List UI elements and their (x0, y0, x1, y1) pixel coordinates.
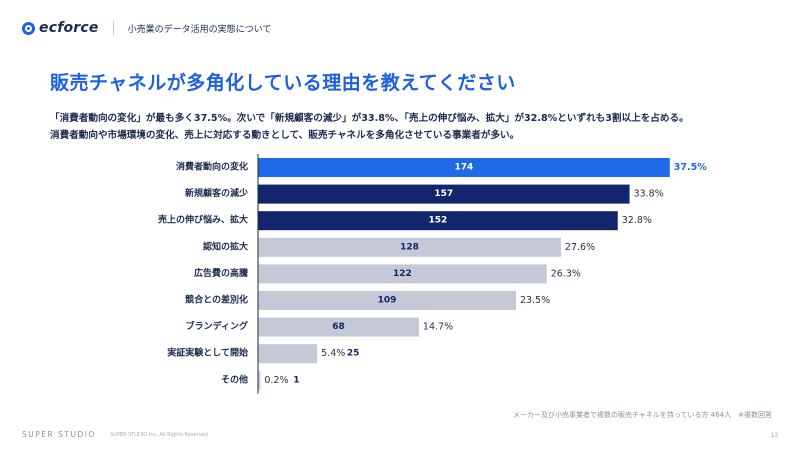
percent-label: 5.4% (321, 348, 345, 359)
bar (258, 264, 547, 284)
category-label: 売上の伸び悩み、拡大 (158, 214, 248, 226)
bar-chart: 消費者動向の変化 174 37.5% 新規顧客の減少 157 33.8% 売上の伸び悩み、拡… (158, 154, 707, 394)
category-label: ブランディング (186, 320, 248, 332)
category-label: 消費者動向の変化 (176, 161, 248, 173)
category-label: 新規顧客の減少 (185, 187, 248, 199)
count-label: 174 (455, 163, 474, 173)
footnote: メーカー及び小売事業者で複数の販売チャネルを持っている方 464人 ※複数回答 (512, 411, 772, 419)
summary-line-1: 「消費者動向の変化」が最も多く37.5%。次いで「新規顧客の減少」が33.8%、… (50, 113, 689, 124)
category-label: 実証実験として開始 (167, 347, 248, 359)
page-title: 販売チャネルが多角化している理由を教えてください (50, 72, 516, 94)
bar (258, 291, 516, 310)
category-label: 広告費の高騰 (194, 267, 249, 279)
percent-label: 26.3% (551, 268, 581, 279)
percent-label: 23.5% (520, 295, 550, 306)
count-label: 25 (347, 349, 360, 359)
percent-label: 32.8% (622, 215, 652, 226)
category-label: その他 (221, 373, 248, 385)
percent-label: 37.5% (674, 162, 707, 173)
ecforce-logo: ecforce (22, 20, 99, 36)
ecforce-logo-icon (22, 21, 35, 35)
category-label: 競合との差別化 (185, 294, 248, 306)
count-label: 122 (393, 269, 412, 279)
bar (258, 211, 618, 231)
bar (258, 344, 318, 364)
bar (258, 184, 630, 204)
header-subtitle: 小売業のデータ活用の実態について (127, 24, 272, 35)
percent-label: 33.8% (634, 189, 664, 200)
count-label: 68 (332, 322, 345, 332)
count-label: 128 (400, 242, 419, 252)
bar (258, 370, 261, 390)
count-label: 109 (378, 296, 397, 306)
count-label: 1 (293, 375, 299, 385)
summary-line-2: 消費者動向や市場環境の変化、売上に対応する動きとして、販売チャネルを多角化させて… (50, 130, 520, 141)
footer-copyright: SUPER STUDIO Inc. All Rights Reserved (110, 432, 208, 438)
bar (258, 158, 670, 177)
percent-label: 0.2% (264, 375, 288, 386)
logo-text: ecforce (39, 20, 99, 36)
count-label: 157 (434, 189, 453, 199)
count-label: 152 (428, 216, 447, 226)
percent-label: 27.6% (565, 242, 595, 253)
bar (258, 317, 419, 337)
percent-label: 14.7% (423, 322, 453, 333)
header: ecforce 小売業のデータ活用の実態について (22, 16, 271, 40)
category-label: 認知の拡大 (203, 240, 248, 252)
summary: 「消費者動向の変化」が最も多く37.5%。次いで「新規顧客の減少」が33.8%、… (50, 110, 689, 144)
footer-brand: SUPER STUDIO (22, 430, 96, 439)
bar (258, 237, 561, 257)
page-number: 13 (770, 432, 778, 439)
header-divider (112, 21, 114, 35)
